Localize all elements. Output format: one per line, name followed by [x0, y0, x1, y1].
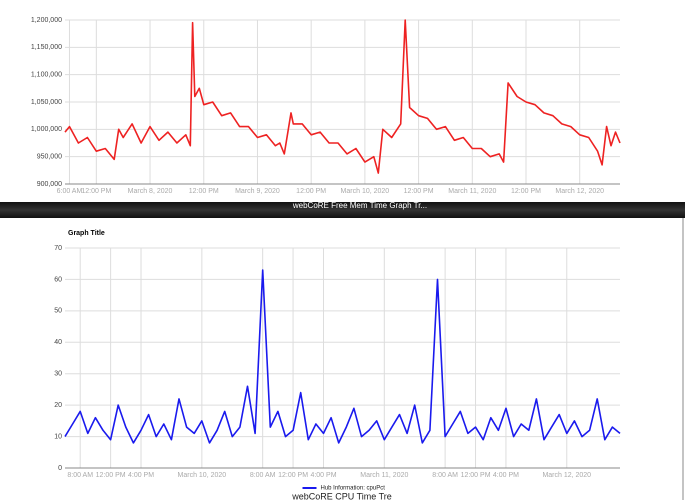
x-tick-label: March 12, 2020 [555, 188, 604, 195]
x-tick-label: March 9, 2020 [235, 188, 280, 195]
y-tick-label: 1,150,000 [31, 44, 62, 51]
y-tick-label: 900,000 [37, 181, 62, 188]
x-tick-label: 4:00 PM [128, 472, 154, 479]
legend-label: Hub Information: cpuPct [321, 486, 386, 492]
x-tick-label: March 10, 2020 [178, 472, 227, 479]
x-tick-label: March 11, 2020 [448, 188, 496, 195]
chart-title: Graph Title [68, 230, 105, 237]
x-tick-label: 12:00 PM [511, 188, 541, 195]
y-tick-label: 60 [54, 276, 62, 283]
x-tick-label: 12:00 PM [296, 188, 326, 195]
y-tick-label: 1,200,000 [31, 17, 62, 24]
x-tick-label: 12:00 PM [81, 188, 111, 195]
x-tick-label: March 10, 2020 [341, 188, 390, 195]
chart-title: webCoRE Free Mem Time Graph Tr... [292, 201, 427, 210]
x-tick-label: March 12, 2020 [542, 472, 591, 479]
title-bar [0, 202, 685, 218]
x-tick-label: 4:00 PM [310, 472, 336, 479]
y-tick-label: 1,000,000 [31, 126, 62, 133]
x-tick-label: 12:00 PM [461, 472, 491, 479]
data-line [64, 269, 621, 444]
y-tick-label: 1,100,000 [31, 72, 62, 79]
x-tick-label: 12:00 PM [189, 188, 219, 195]
x-tick-label: 8:00 AM [67, 472, 93, 479]
x-tick-label: March 8, 2020 [128, 188, 173, 195]
y-tick-label: 70 [54, 245, 62, 252]
y-tick-label: 40 [54, 339, 62, 346]
y-tick-label: 20 [54, 402, 62, 409]
y-tick-label: 0 [58, 465, 62, 472]
y-tick-label: 1,050,000 [31, 99, 62, 106]
x-tick-label: 6:00 AM [57, 188, 83, 195]
x-tick-label: 8:00 AM [250, 472, 276, 479]
y-tick-label: 30 [54, 371, 62, 378]
data-line [64, 19, 621, 174]
y-tick-label: 10 [54, 433, 62, 440]
x-tick-label: March 11, 2020 [360, 472, 408, 479]
x-tick-label: 12:00 PM [278, 472, 308, 479]
x-tick-label: 8:00 AM [432, 472, 458, 479]
x-tick-label: 12:00 PM [404, 188, 434, 195]
y-tick-label: 950,000 [37, 154, 62, 161]
x-tick-label: 4:00 PM [493, 472, 519, 479]
chart-subtitle: webCoRE CPU Time Tre [291, 491, 392, 500]
x-tick-label: 12:00 PM [96, 472, 126, 479]
y-tick-label: 50 [54, 308, 62, 315]
